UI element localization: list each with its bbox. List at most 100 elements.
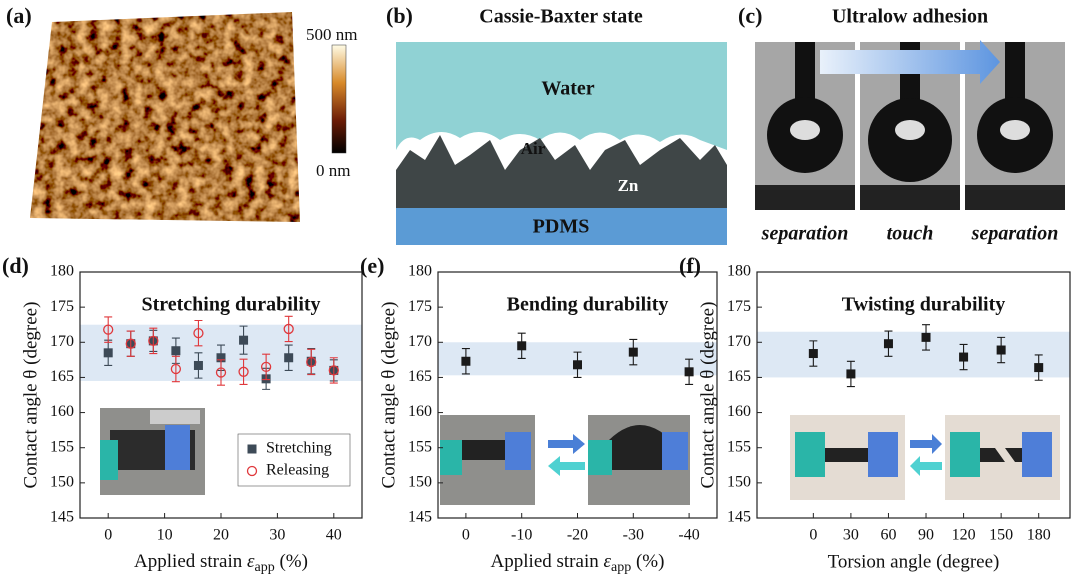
y-tick-label: 165 xyxy=(408,368,432,385)
point xyxy=(193,327,204,339)
y-tick-label: 175 xyxy=(50,298,74,315)
y-tick-label: 170 xyxy=(727,333,751,350)
caption: touch xyxy=(887,223,934,245)
x-tick-label: 30 xyxy=(269,527,285,544)
x-tick-label: 0 xyxy=(809,527,817,544)
error-bar xyxy=(284,315,293,343)
y-tick-label: 175 xyxy=(727,298,751,315)
inset-photo xyxy=(790,415,1060,500)
y-tick-label: 180 xyxy=(727,263,751,280)
point xyxy=(260,361,272,373)
caption: separation xyxy=(971,223,1059,245)
error-bar xyxy=(307,348,316,376)
x-tick-label: 10 xyxy=(157,527,173,544)
point xyxy=(959,352,969,362)
y-tick-label: 165 xyxy=(50,368,74,385)
x-axis-label: Applied strain εapp (%) xyxy=(491,551,665,575)
y-tick-label: 145 xyxy=(727,509,751,526)
inset-photo xyxy=(440,415,690,505)
caption: separation xyxy=(761,223,849,245)
point xyxy=(103,324,114,335)
y-tick-label: 150 xyxy=(727,474,751,491)
error-bar xyxy=(171,355,180,383)
x-axis-label: Applied strain εapp (%) xyxy=(134,551,308,575)
point xyxy=(148,335,159,347)
chart-title: Twisting durability xyxy=(842,294,1006,316)
x-tick-label: 90 xyxy=(918,527,934,544)
y-axis-label: Contact angle θ (degree) xyxy=(697,302,718,489)
error-bar xyxy=(126,330,135,357)
panel-label: (f) xyxy=(679,253,701,278)
x-tick-label: 0 xyxy=(104,527,112,544)
x-axis-label-text: Applied strain xyxy=(491,551,604,572)
error-bar xyxy=(149,327,158,355)
y-axis-label: Contact angle θ (degree) xyxy=(20,302,41,489)
point xyxy=(883,339,893,349)
y-tick-label: 145 xyxy=(50,509,74,526)
x-tick-label: 180 xyxy=(1027,527,1051,544)
photo-title: Ultralow adhesion xyxy=(832,6,988,28)
y-tick-label: 150 xyxy=(50,474,74,491)
legend-marker xyxy=(247,444,257,454)
legend-label: Releasing xyxy=(266,462,329,479)
y-tick-label: 165 xyxy=(727,368,751,385)
x-tick-label: 40 xyxy=(326,527,342,544)
error-bar xyxy=(194,319,203,347)
x-axis-label-symbol: ε xyxy=(603,551,611,572)
y-tick-label: 145 xyxy=(408,509,432,526)
y-tick-label: 155 xyxy=(50,438,74,455)
legend-marker xyxy=(246,465,258,477)
y-tick-label: 160 xyxy=(727,403,751,420)
point xyxy=(996,345,1006,355)
inset-photo xyxy=(100,408,205,495)
y-tick-label: 170 xyxy=(408,333,432,350)
water-label: Water xyxy=(541,78,594,100)
panel-label: (a) xyxy=(6,3,32,28)
point xyxy=(103,348,113,358)
colorbar-min: 0 nm xyxy=(316,161,350,180)
x-axis-label-sub: app xyxy=(611,560,631,575)
x-axis-label-sub: app xyxy=(254,560,274,575)
point xyxy=(808,349,818,359)
x-axis-label-text: Applied strain xyxy=(134,551,247,572)
x-tick-label: 120 xyxy=(952,527,976,544)
chart-title: Stretching durability xyxy=(141,294,320,316)
x-axis-label-unit: (%) xyxy=(275,551,308,572)
afm-image xyxy=(30,12,347,222)
point xyxy=(846,369,856,379)
plot-frame xyxy=(756,271,1071,519)
point xyxy=(216,353,226,363)
colorbar-max: 500 nm xyxy=(306,25,357,44)
y-tick-label: 160 xyxy=(50,403,74,420)
y-tick-label: 160 xyxy=(408,403,432,420)
point xyxy=(283,323,294,335)
x-axis-label-unit: (%) xyxy=(631,551,664,572)
x-axis-label: Torsion angle (degree) xyxy=(828,551,1000,572)
y-tick-label: 180 xyxy=(50,263,74,280)
x-tick-label: 60 xyxy=(880,527,896,544)
zn-label: Zn xyxy=(618,176,639,195)
chart-title: Bending durability xyxy=(507,294,669,316)
x-tick-label: -40 xyxy=(678,527,699,544)
y-axis-label: Contact angle θ (degree) xyxy=(378,302,399,489)
point xyxy=(125,338,136,349)
error-bar xyxy=(104,316,113,343)
point xyxy=(284,353,294,363)
panel-label: (d) xyxy=(2,253,29,278)
diagram-title: Cassie-Baxter state xyxy=(479,6,643,28)
point xyxy=(306,356,317,368)
y-tick-label: 155 xyxy=(408,438,432,455)
x-axis-label-symbol: ε xyxy=(247,551,255,572)
point xyxy=(573,360,582,370)
error-bar xyxy=(329,357,338,384)
x-tick-label: -30 xyxy=(623,527,644,544)
x-tick-label: -10 xyxy=(511,527,532,544)
x-tick-label: 0 xyxy=(462,527,470,544)
point xyxy=(170,363,182,375)
air-label: Air xyxy=(521,139,546,158)
error-bar xyxy=(217,359,225,386)
point xyxy=(461,356,471,366)
y-tick-label: 175 xyxy=(408,298,432,315)
point xyxy=(239,335,249,345)
y-tick-label: 180 xyxy=(408,263,432,280)
